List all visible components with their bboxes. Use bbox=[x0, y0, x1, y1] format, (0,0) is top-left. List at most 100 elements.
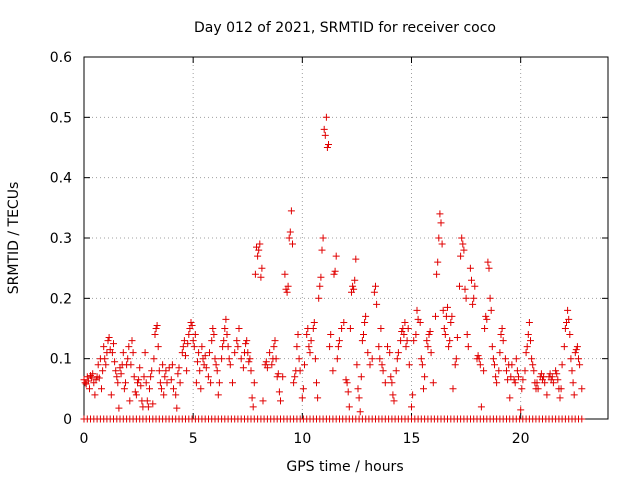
data-point bbox=[143, 397, 151, 405]
data-point bbox=[463, 331, 471, 338]
data-point bbox=[326, 343, 334, 351]
data-point bbox=[206, 349, 213, 357]
data-point bbox=[152, 325, 160, 332]
data-point bbox=[378, 361, 386, 369]
data-point bbox=[495, 367, 503, 375]
data-point bbox=[249, 403, 257, 411]
data-point bbox=[317, 273, 325, 281]
data-point bbox=[567, 355, 575, 363]
y-axis-label: SRMTID / TECUs bbox=[6, 182, 22, 295]
data-point bbox=[327, 331, 335, 338]
data-point bbox=[448, 312, 456, 320]
data-point bbox=[255, 246, 263, 254]
data-point bbox=[458, 234, 466, 242]
data-point bbox=[313, 379, 320, 387]
x-tick-label: 5 bbox=[189, 431, 198, 447]
data-point bbox=[271, 337, 279, 345]
data-point bbox=[394, 349, 402, 357]
data-point bbox=[437, 219, 445, 227]
data-point bbox=[303, 331, 311, 338]
data-point bbox=[314, 394, 322, 402]
data-point bbox=[360, 331, 367, 338]
data-point bbox=[156, 379, 164, 387]
data-point bbox=[108, 349, 116, 357]
data-point bbox=[99, 367, 107, 375]
data-point bbox=[251, 270, 259, 278]
data-point bbox=[226, 361, 234, 369]
data-point bbox=[198, 343, 206, 351]
data-point bbox=[420, 385, 427, 393]
data-point bbox=[195, 349, 203, 357]
data-point bbox=[222, 315, 230, 323]
data-point bbox=[148, 367, 156, 375]
data-point bbox=[192, 379, 200, 387]
data-point bbox=[187, 319, 195, 326]
data-point bbox=[94, 361, 102, 369]
data-point bbox=[477, 403, 485, 411]
data-point bbox=[149, 400, 157, 408]
data-point bbox=[441, 331, 449, 338]
data-point bbox=[136, 364, 144, 372]
data-point bbox=[512, 355, 520, 363]
data-point bbox=[474, 352, 482, 360]
data-point bbox=[330, 270, 338, 278]
data-point bbox=[247, 367, 255, 375]
data-point bbox=[530, 367, 538, 375]
data-point bbox=[389, 391, 397, 399]
data-point bbox=[184, 340, 192, 348]
data-point bbox=[234, 343, 242, 351]
data-point bbox=[405, 361, 413, 369]
data-point bbox=[352, 255, 360, 263]
data-point bbox=[493, 379, 501, 387]
data-point bbox=[86, 385, 93, 393]
data-point bbox=[439, 306, 447, 314]
data-point bbox=[159, 361, 167, 369]
data-point bbox=[207, 379, 215, 387]
data-point bbox=[349, 282, 357, 290]
data-point bbox=[557, 385, 565, 393]
data-point bbox=[342, 376, 350, 384]
data-point bbox=[335, 337, 343, 345]
data-point bbox=[344, 388, 352, 396]
data-point bbox=[575, 355, 582, 363]
data-point bbox=[294, 331, 302, 338]
data-point bbox=[471, 282, 479, 290]
data-point bbox=[498, 325, 506, 332]
data-point bbox=[155, 367, 163, 375]
data-point bbox=[570, 391, 578, 399]
data-point bbox=[309, 325, 317, 332]
data-point bbox=[346, 325, 354, 332]
data-point bbox=[323, 144, 331, 151]
data-point bbox=[466, 264, 474, 272]
data-point bbox=[131, 388, 139, 396]
data-point bbox=[293, 343, 301, 351]
data-point bbox=[256, 240, 264, 248]
data-point bbox=[515, 373, 522, 381]
data-point bbox=[275, 388, 283, 396]
data-point bbox=[306, 349, 314, 357]
data-point bbox=[571, 349, 579, 357]
data-point bbox=[440, 325, 448, 332]
data-point bbox=[167, 376, 175, 384]
data-point bbox=[368, 355, 376, 363]
data-point bbox=[168, 361, 176, 369]
data-point bbox=[220, 337, 228, 345]
data-point bbox=[569, 379, 577, 387]
data-point bbox=[318, 246, 326, 254]
data-point bbox=[554, 376, 562, 384]
tick-labels: 0 0.1 0.2 0.3 0.4 0.5 0.6 0 5 10 15 20 bbox=[50, 50, 530, 447]
data-point bbox=[151, 331, 159, 338]
data-point bbox=[527, 337, 534, 345]
data-point bbox=[141, 349, 149, 357]
data-point bbox=[434, 258, 442, 266]
data-point bbox=[190, 343, 198, 351]
data-point bbox=[163, 379, 171, 387]
data-point bbox=[564, 306, 572, 314]
data-point bbox=[88, 374, 96, 382]
data-point bbox=[172, 391, 180, 399]
data-point bbox=[481, 325, 489, 332]
data-point bbox=[125, 343, 133, 351]
data-point bbox=[373, 300, 381, 308]
data-point bbox=[182, 352, 189, 360]
data-point bbox=[379, 367, 387, 375]
